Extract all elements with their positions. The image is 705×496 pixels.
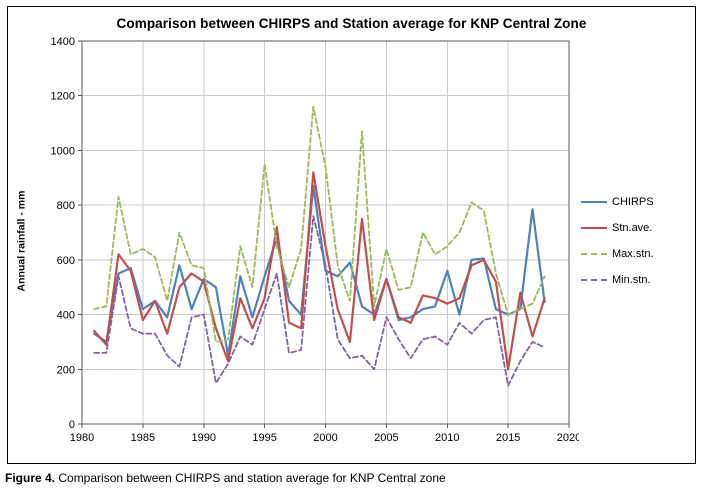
- svg-text:1980: 1980: [70, 432, 94, 444]
- stn-ave-line-swatch: [581, 226, 607, 229]
- chirps-line-swatch: [581, 200, 607, 203]
- svg-text:600: 600: [57, 255, 75, 267]
- y-axis-label: Annual rainfall - mm: [15, 190, 27, 291]
- legend-label: Min.stn.: [612, 273, 651, 286]
- figure-caption-label: Figure 4.: [5, 471, 56, 485]
- min-stn-line-swatch: [581, 278, 607, 281]
- legend-label: CHIRPS: [612, 195, 654, 208]
- svg-text:2000: 2000: [313, 432, 337, 444]
- svg-text:1200: 1200: [51, 91, 75, 103]
- svg-text:1985: 1985: [131, 432, 155, 444]
- chart-row: Annual rainfall - mm 0 200 400 600 800 1000 12…: [8, 33, 695, 448]
- legend-label: Max.stn.: [612, 247, 654, 260]
- svg-text:1990: 1990: [192, 432, 216, 444]
- svg-text:1400: 1400: [51, 36, 75, 48]
- svg-text:400: 400: [57, 310, 75, 322]
- svg-text:2005: 2005: [374, 432, 398, 444]
- legend-item-max-stn: Max.stn.: [581, 248, 691, 260]
- chart-title: Comparison between CHIRPS and Station av…: [116, 16, 587, 31]
- figure-caption: Figure 4. Comparison between CHIRPS and …: [5, 471, 446, 485]
- legend-label: Stn.ave.: [612, 221, 653, 234]
- svg-text:1995: 1995: [252, 432, 276, 444]
- svg-text:2010: 2010: [435, 432, 459, 444]
- figure-caption-text: Comparison between CHIRPS and station av…: [55, 471, 446, 485]
- svg-text:2020: 2020: [557, 432, 579, 444]
- legend-item-stn-ave: Stn.ave.: [581, 222, 691, 234]
- svg-text:1000: 1000: [51, 145, 75, 157]
- legend-item-min-stn: Min.stn.: [581, 274, 691, 286]
- y-axis-label-wrap: Annual rainfall - mm: [8, 33, 34, 448]
- svg-text:0: 0: [69, 419, 75, 431]
- svg-text:200: 200: [57, 364, 75, 376]
- plot-area: 0 200 400 600 800 1000 1200 1400 1980 1985 1990 199…: [51, 36, 579, 444]
- legend-item-chirps: CHIRPS: [581, 196, 691, 208]
- max-stn-line-swatch: [581, 252, 607, 255]
- chart-container: Comparison between CHIRPS and Station av…: [7, 6, 696, 464]
- svg-text:2015: 2015: [496, 432, 520, 444]
- legend: CHIRPS Stn.ave. Max.stn. Min.stn.: [579, 33, 691, 448]
- svg-text:800: 800: [57, 200, 75, 212]
